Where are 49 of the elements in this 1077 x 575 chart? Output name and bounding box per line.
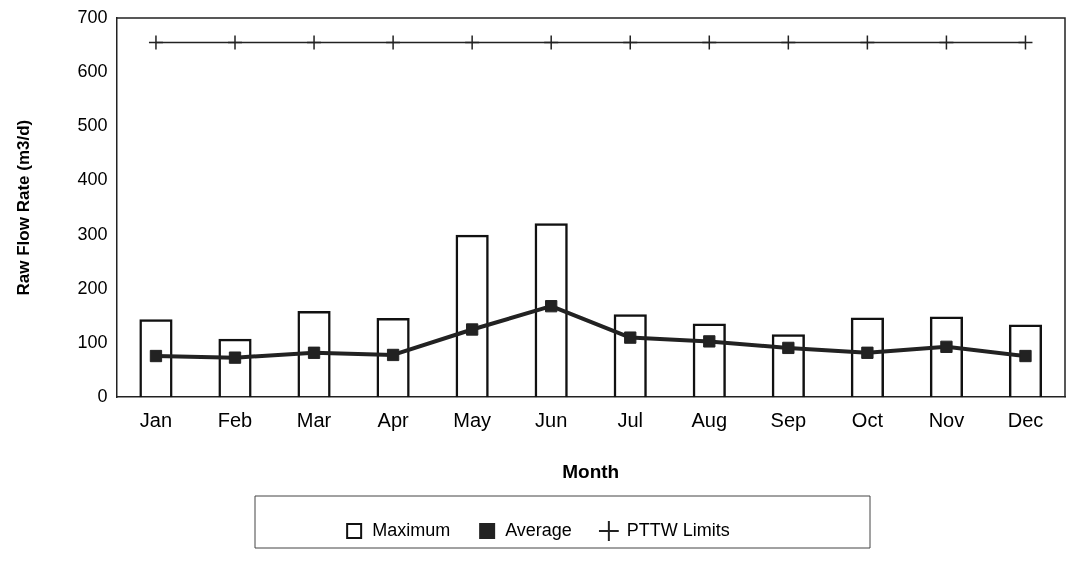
point [545, 300, 558, 313]
point [703, 335, 716, 348]
y-tick-label: 0 [97, 386, 108, 407]
legend-label: PTTW Limits [626, 519, 730, 540]
point [780, 34, 797, 51]
point [782, 341, 795, 355]
point [938, 34, 955, 51]
point [228, 351, 242, 364]
point [385, 34, 401, 51]
y-tick-label: 400 [77, 169, 108, 190]
y-tick-label: 500 [77, 115, 108, 136]
x-tick-label: May [453, 408, 492, 431]
point [859, 34, 876, 51]
x-tick-label: Feb [217, 408, 253, 431]
point [148, 34, 164, 51]
y-tick-label: 600 [77, 61, 108, 82]
point [861, 346, 874, 359]
point [1019, 349, 1032, 363]
point [227, 34, 243, 51]
x-tick-label: Jan [139, 408, 173, 431]
point [701, 34, 718, 51]
y-axis-title: Raw Flow Rate (m3/d) [13, 119, 33, 296]
point [464, 34, 480, 51]
point [306, 34, 322, 51]
point [543, 34, 559, 51]
x-tick-label: Aug [691, 408, 728, 431]
x-axis-title: Month [562, 460, 620, 482]
y-tick-label: 100 [77, 332, 108, 352]
point [149, 349, 163, 363]
x-tick-label: Jun [535, 408, 568, 431]
legend-label: Average [505, 519, 572, 540]
x-tick-label: Apr [377, 408, 409, 431]
point [307, 346, 321, 359]
y-tick-label: 200 [77, 277, 108, 298]
y-tick-label: 300 [77, 223, 108, 244]
point [940, 340, 953, 353]
x-tick-label: Mar [296, 408, 332, 431]
x-tick-label: Dec [1007, 408, 1044, 431]
point [465, 323, 479, 336]
point [622, 34, 638, 51]
point [386, 348, 400, 362]
x-tick-label: Jul [617, 408, 644, 431]
point [1017, 34, 1034, 51]
x-tick-label: Oct [851, 408, 884, 431]
x-tick-label: Sep [770, 408, 807, 431]
legend-label: Maximum [372, 519, 451, 540]
y-tick-label: 700 [77, 6, 108, 27]
point [624, 331, 637, 344]
x-tick-label: Nov [928, 408, 965, 431]
